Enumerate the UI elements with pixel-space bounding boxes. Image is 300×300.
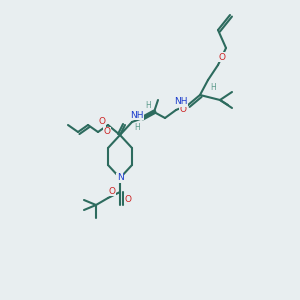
Text: NH: NH [130,110,144,119]
Text: O: O [218,52,226,62]
Text: O: O [124,194,131,203]
Text: O: O [109,187,116,196]
Text: H: H [210,82,216,91]
Text: H: H [134,124,140,133]
Text: O: O [103,128,110,136]
Text: O: O [98,118,106,127]
Text: H: H [145,100,151,109]
Text: NH: NH [174,98,188,106]
Text: N: N [117,173,123,182]
Text: O: O [179,106,187,115]
